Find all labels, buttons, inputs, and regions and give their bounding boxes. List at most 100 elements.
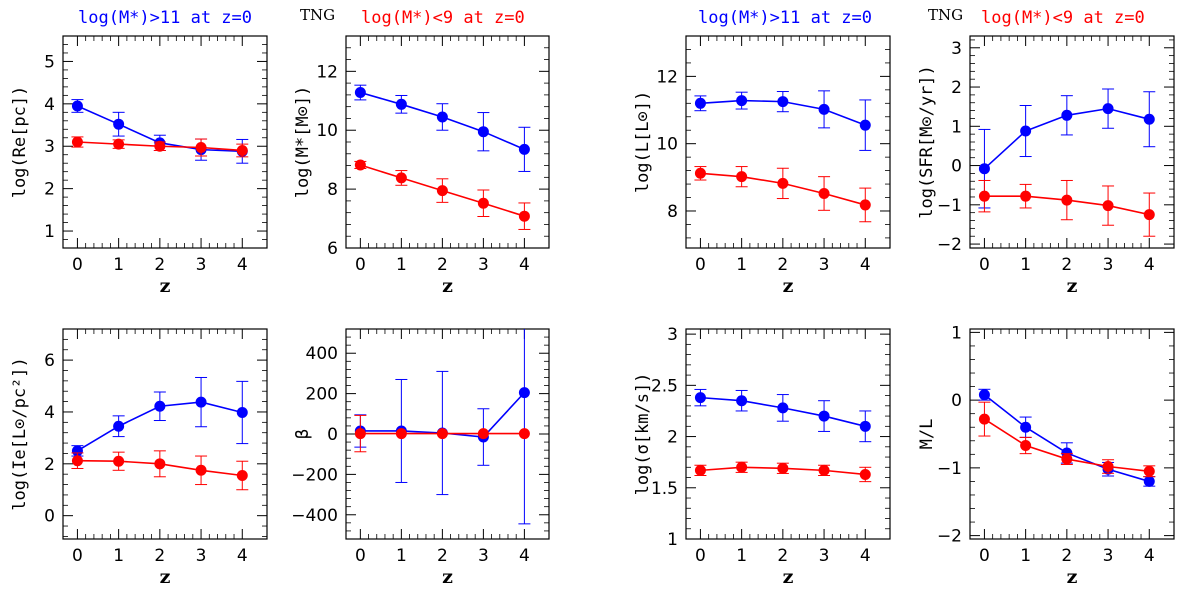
data-point xyxy=(978,190,990,202)
data-point xyxy=(978,413,990,425)
data-point xyxy=(736,95,748,107)
y-tick-label: 10 xyxy=(316,121,338,141)
data-point xyxy=(1020,125,1032,137)
x-tick-label: 2 xyxy=(777,546,788,566)
x-tick-label: 4 xyxy=(860,255,871,275)
x-tick-label: 3 xyxy=(819,546,830,566)
data-point xyxy=(777,402,789,414)
series-low-mass xyxy=(71,136,249,158)
data-point xyxy=(694,392,706,404)
data-point xyxy=(395,428,407,440)
y-tick-label: 4 xyxy=(44,95,55,115)
x-axis-label: z xyxy=(1067,275,1078,297)
x-tick-label: 1 xyxy=(736,546,747,566)
data-point xyxy=(236,406,248,418)
x-tick-label: 2 xyxy=(1061,255,1072,275)
series-low-mass xyxy=(978,179,1156,237)
plot-frame xyxy=(969,35,1175,249)
x-tick-label: 1 xyxy=(1020,546,1031,566)
data-point xyxy=(71,445,83,457)
series-low-mass xyxy=(694,166,872,223)
y-tick-label: 1 xyxy=(44,222,55,242)
x-axis-label: z xyxy=(1067,566,1078,588)
x-tick-label: 0 xyxy=(72,255,83,275)
x-tick-label: 4 xyxy=(860,546,871,566)
y-tick-label: 0 xyxy=(327,425,338,445)
x-tick-label: 4 xyxy=(1144,546,1155,566)
plot-frame xyxy=(685,35,891,249)
plot-frame xyxy=(685,328,891,540)
x-tick-label: 4 xyxy=(519,546,530,566)
series-low-mass xyxy=(71,450,249,491)
data-point xyxy=(818,410,830,422)
y-tick-label: 1.5 xyxy=(651,479,678,499)
y-tick-label: 0 xyxy=(951,157,962,177)
plot-frame xyxy=(345,35,550,249)
y-tick-label: 1 xyxy=(951,323,962,343)
y-tick-label: −200 xyxy=(291,465,338,485)
data-point xyxy=(154,458,166,470)
data-point xyxy=(1143,113,1155,125)
x-tick-label: 1 xyxy=(396,546,407,566)
data-point xyxy=(1061,194,1073,206)
data-point xyxy=(777,177,789,189)
data-point xyxy=(1061,109,1073,121)
data-point xyxy=(436,428,448,440)
data-point xyxy=(859,468,871,480)
x-tick-label: 1 xyxy=(1020,255,1031,275)
x-tick-label: 0 xyxy=(72,546,83,566)
x-tick-label: 3 xyxy=(196,255,207,275)
y-tick-label: 6 xyxy=(44,351,55,371)
x-tick-label: 1 xyxy=(736,255,747,275)
y-axis-label: log(SFR[M⊙/yr]) xyxy=(917,65,937,219)
right-tng-label: TNG xyxy=(928,6,963,24)
x-tick-label: 4 xyxy=(519,255,530,275)
panel-ml: 0 1 2 3 4 −2 −1 0 1 z M/L xyxy=(917,323,1175,588)
data-point xyxy=(818,103,830,115)
data-point xyxy=(1143,475,1155,487)
data-point xyxy=(736,395,748,407)
data-point xyxy=(777,96,789,108)
data-point xyxy=(694,464,706,476)
y-tick-label: 2 xyxy=(44,455,55,475)
left-low-mass-title: log(M*)<9 at z=0 xyxy=(361,8,525,28)
y-tick-label: 12 xyxy=(316,62,338,82)
x-tick-label: 0 xyxy=(355,255,366,275)
data-point xyxy=(518,428,530,440)
data-point xyxy=(71,100,83,112)
series-high-mass xyxy=(71,376,249,457)
data-point xyxy=(1061,453,1073,465)
data-point xyxy=(1102,461,1114,473)
x-tick-label: 2 xyxy=(154,546,165,566)
data-point xyxy=(978,163,990,175)
x-tick-label: 0 xyxy=(979,546,990,566)
x-tick-label: 4 xyxy=(237,255,248,275)
data-point xyxy=(354,428,366,440)
data-point xyxy=(436,111,448,123)
series-high-mass xyxy=(354,84,531,172)
right-low-mass-title: log(M*)<9 at z=0 xyxy=(981,8,1145,28)
data-point xyxy=(777,462,789,474)
y-tick-label: 2 xyxy=(667,428,678,448)
y-tick-label: 200 xyxy=(306,385,338,405)
x-tick-label: 3 xyxy=(478,546,489,566)
y-tick-label: 3 xyxy=(667,325,678,345)
x-tick-label: 0 xyxy=(979,255,990,275)
series-low-mass xyxy=(354,159,531,230)
series-high-mass xyxy=(978,388,1156,487)
data-point xyxy=(859,199,871,211)
x-tick-label: 3 xyxy=(478,255,489,275)
data-point xyxy=(1102,103,1114,115)
x-tick-label: 4 xyxy=(237,546,248,566)
data-point xyxy=(818,187,830,199)
right-high-mass-title: log(M*)>11 at z=0 xyxy=(698,8,872,28)
plot-frame xyxy=(969,328,1175,540)
data-point xyxy=(71,455,83,467)
plot-frame xyxy=(62,328,268,540)
data-point xyxy=(154,140,166,152)
